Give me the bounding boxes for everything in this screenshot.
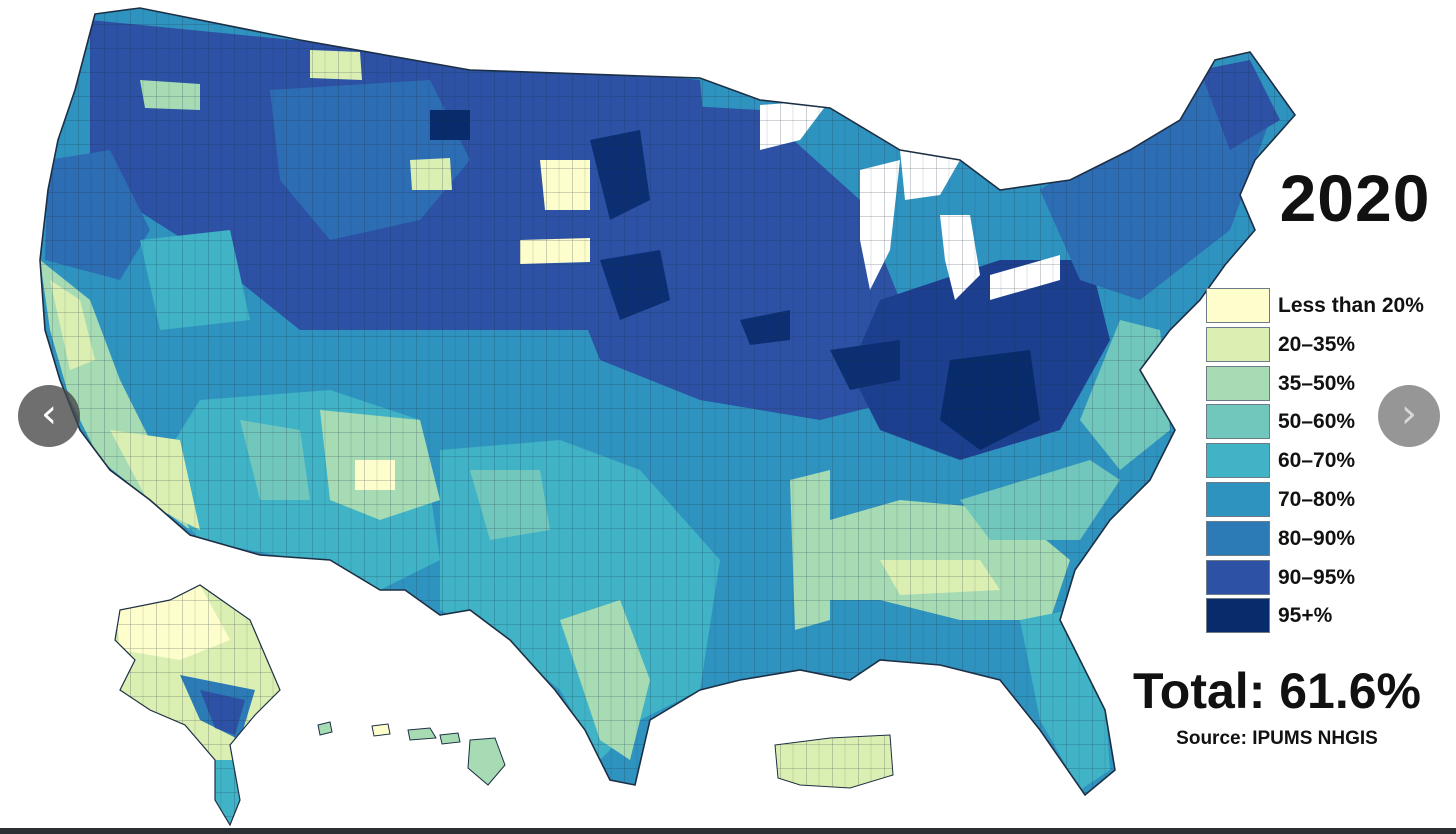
legend-item: 90–95% xyxy=(1206,559,1451,599)
legend-label: 80–90% xyxy=(1278,526,1356,550)
legend-swatch xyxy=(1206,520,1270,556)
legend-item: 60–70% xyxy=(1206,443,1451,482)
legend-swatch xyxy=(1206,326,1270,362)
chevron-left-icon: ‹ xyxy=(41,391,57,437)
legend-swatch xyxy=(1206,559,1270,595)
legend-item: Less than 20% xyxy=(1206,288,1451,327)
legend-item: 20–35% xyxy=(1206,326,1451,366)
legend-label: 35–50% xyxy=(1278,371,1356,395)
legend-swatch xyxy=(1206,365,1270,401)
legend-swatch xyxy=(1206,598,1270,634)
legend-item: 35–50% xyxy=(1206,365,1451,405)
legend-swatch xyxy=(1206,443,1270,479)
legend: Less than 20% 20–35% 35–50% 50–60% 60–70… xyxy=(1206,288,1451,637)
year-title: 2020 xyxy=(1279,161,1431,235)
legend-label: 70–80% xyxy=(1278,487,1356,511)
hawaii-inset xyxy=(317,721,506,786)
legend-label: 20–35% xyxy=(1278,332,1356,356)
total-value: Total: 61.6% xyxy=(1132,663,1422,719)
legend-label: 90–95% xyxy=(1278,565,1356,589)
legend-item: 70–80% xyxy=(1206,481,1451,521)
previous-slide-button[interactable]: ‹ xyxy=(18,385,80,447)
legend-label: 60–70% xyxy=(1278,449,1356,473)
frame-border xyxy=(0,828,1456,834)
next-slide-button[interactable]: › xyxy=(1378,385,1440,447)
chevron-right-icon: › xyxy=(1401,391,1417,437)
legend-label: 50–60% xyxy=(1278,410,1356,434)
legend-item: 95+% xyxy=(1206,598,1451,637)
legend-swatch xyxy=(1206,288,1270,323)
legend-swatch xyxy=(1206,481,1270,517)
legend-item: 80–90% xyxy=(1206,520,1451,560)
alaska-inset xyxy=(114,584,281,827)
legend-item: 50–60% xyxy=(1206,404,1451,443)
source-note: Source: IPUMS NHGIS xyxy=(1176,728,1378,749)
puerto-rico-inset xyxy=(774,734,894,789)
legend-label: 95+% xyxy=(1278,604,1333,628)
legend-swatch xyxy=(1206,404,1270,440)
legend-label: Less than 20% xyxy=(1278,294,1424,317)
